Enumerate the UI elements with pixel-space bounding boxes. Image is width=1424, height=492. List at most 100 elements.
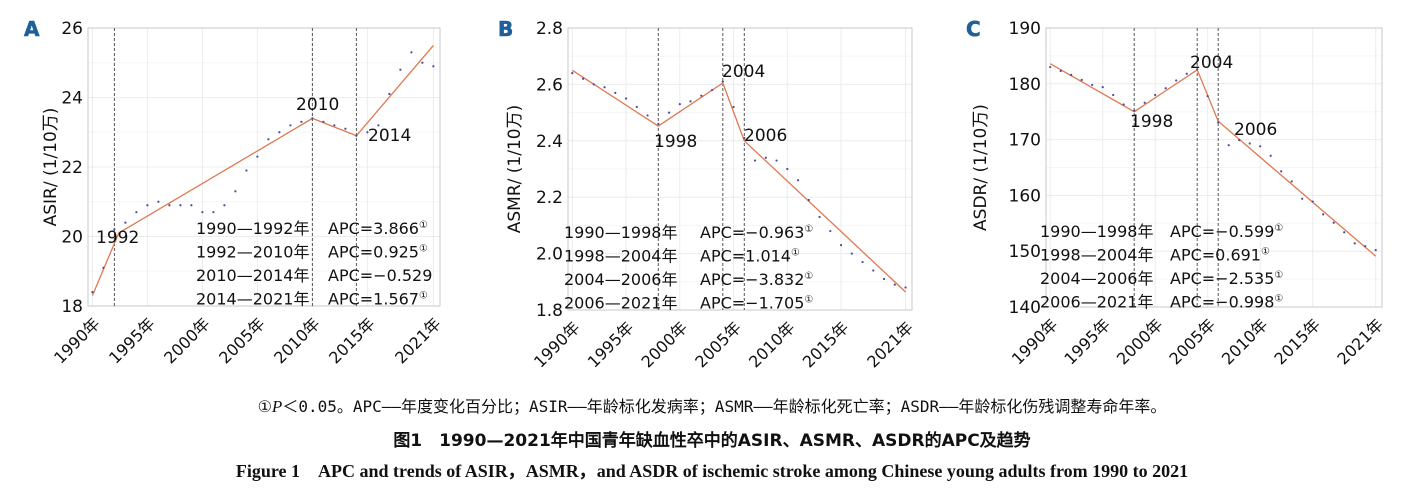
- x-tick-label: 2015年: [325, 314, 379, 368]
- y-tick-label: 2.2: [536, 188, 563, 208]
- x-tick-label: 1990年: [50, 314, 104, 368]
- data-point: [775, 159, 778, 162]
- data-point: [344, 127, 347, 130]
- data-point: [1206, 94, 1209, 98]
- significance-mark: ①: [1274, 270, 1283, 281]
- footnote-circle: ①: [257, 397, 272, 416]
- data-point: [1049, 65, 1052, 69]
- plot-border: [1045, 27, 1383, 308]
- x-tick-label: 2021年: [391, 314, 445, 368]
- data-point: [850, 252, 853, 255]
- data-point: [786, 167, 789, 171]
- x-tick-label: 2021年: [1333, 315, 1387, 369]
- data-point: [1185, 72, 1188, 75]
- x-tick-label: 2015年: [1270, 315, 1324, 369]
- data-point: [1133, 109, 1136, 112]
- data-point: [1154, 93, 1157, 97]
- data-point: [289, 124, 292, 127]
- data-point: [322, 120, 325, 123]
- data-point: [190, 204, 193, 207]
- y-tick-label: 150: [1009, 242, 1041, 262]
- x-tick-label: 2015年: [799, 318, 853, 372]
- data-point: [300, 120, 303, 123]
- data-point: [1322, 213, 1325, 216]
- data-point: [807, 198, 810, 202]
- apc-value: APC=−1.705①: [700, 294, 813, 313]
- data-point: [135, 211, 138, 214]
- significance-mark: ①: [804, 224, 813, 235]
- y-tick-label: 2.4: [536, 132, 563, 152]
- joinpoint-label: 2014: [368, 126, 411, 146]
- plot-border: [87, 27, 441, 307]
- chart-panel-A: 18 20 22 24 26 1990年 1995年 2000年 2005年 2010年 2015年…: [24, 17, 445, 368]
- data-point: [212, 211, 215, 214]
- panel-label: C: [966, 17, 981, 41]
- data-point: [1217, 121, 1220, 124]
- significance-mark: ①: [804, 271, 813, 282]
- data-point: [904, 286, 907, 289]
- data-point: [1364, 245, 1367, 248]
- x-tick-label: 2021年: [863, 318, 917, 372]
- grid: [88, 27, 440, 307]
- apc-value: APC=1.014①: [700, 247, 800, 266]
- data-point: [157, 200, 160, 203]
- data-point: [1175, 79, 1178, 82]
- apc-value: APC=−0.963①: [700, 223, 813, 242]
- y-tick-label: 2.8: [536, 19, 563, 39]
- data-point: [1311, 200, 1314, 203]
- x-tick-label: 1995年: [105, 314, 159, 368]
- x-tick-label: 2000年: [638, 318, 692, 372]
- y-tick-label: 18: [61, 297, 83, 317]
- x-tick-label: 1990年: [1008, 315, 1062, 369]
- joinpoint-label: 2010: [296, 95, 339, 115]
- data-point: [432, 65, 435, 68]
- caption-english: Figure 1 APC and trends of ASIR，ASMR，and…: [235, 461, 1189, 481]
- data-point: [872, 269, 875, 272]
- y-axis-label: ASIR/ (1/10万): [41, 108, 61, 227]
- data-point: [571, 72, 574, 75]
- footnote: ①P＜0.05。APC——年度变化百分比；ASIR——年龄标化发病率；ASMR—…: [0, 393, 1424, 417]
- panel-label: B: [498, 17, 513, 41]
- fitted-trend-line: [571, 69, 907, 293]
- x-tick-label: 1995年: [1060, 315, 1114, 369]
- significance-mark: ①: [419, 291, 428, 302]
- data-point: [410, 51, 413, 54]
- data-point: [113, 228, 116, 231]
- data-point: [732, 105, 735, 109]
- data-point: [168, 204, 171, 207]
- significance-mark: ①: [1274, 294, 1283, 305]
- data-point: [861, 260, 864, 264]
- y-tick-label: 2.0: [536, 245, 563, 265]
- apc-segment: 1992—2010年: [196, 243, 309, 262]
- data-point: [1227, 144, 1230, 147]
- data-point: [1353, 242, 1356, 245]
- footnote-text: ＜0.05。APC——年度变化百分比；ASIR——年龄标化发病率；ASMR——年…: [282, 397, 1167, 416]
- apc-value: APC=−2.535①: [1170, 269, 1283, 288]
- data-point: [1112, 93, 1115, 97]
- data-point: [1259, 145, 1262, 148]
- data-point: [1290, 180, 1293, 183]
- data-point: [91, 291, 94, 294]
- data-point: [256, 155, 259, 158]
- joinpoint-label: 1998: [1130, 112, 1173, 132]
- joinpoint-label: 2004: [1190, 53, 1233, 73]
- data-point: [646, 114, 649, 117]
- data-point: [1164, 87, 1167, 90]
- joinpoint-label: 2006: [744, 126, 787, 146]
- apc-segment: 2004—2006年: [1040, 269, 1153, 288]
- data-point: [635, 105, 638, 109]
- data-point: [1301, 197, 1304, 200]
- data-point: [829, 229, 832, 233]
- apc-segment: 1998—2004年: [1040, 246, 1153, 265]
- data-point: [1122, 103, 1125, 106]
- x-tick-label: 1990年: [530, 318, 584, 372]
- data-point: [1070, 73, 1073, 76]
- data-point: [1269, 154, 1272, 157]
- apc-segment: 2006—2021年: [564, 294, 677, 313]
- data-point: [624, 97, 628, 100]
- y-tick-label: 26: [61, 19, 83, 39]
- joinpoint-label: 2006: [1234, 120, 1277, 140]
- data-point: [377, 124, 380, 127]
- y-tick-label: 22: [61, 158, 83, 178]
- apc-value: APC=0.691①: [1170, 246, 1270, 265]
